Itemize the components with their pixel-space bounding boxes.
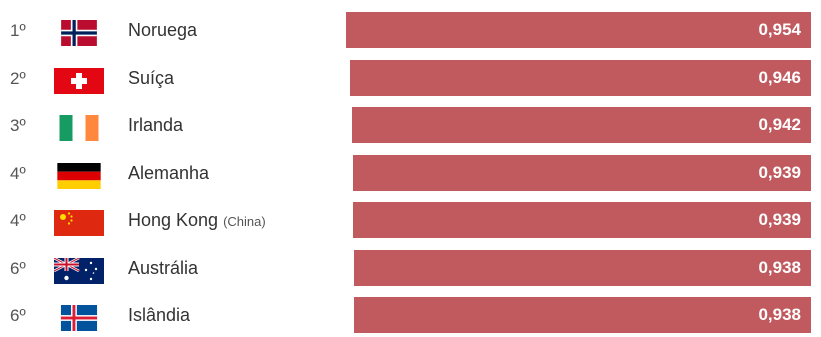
rank-label: 4º (10, 211, 26, 230)
ireland-flag-icon (54, 115, 104, 141)
ranking-row: 4º Hong Kong (China) 0,939 (0, 202, 821, 242)
rank-label: 6º (10, 258, 26, 278)
ranking-row: 1º Noruega 0,954 (0, 12, 821, 52)
ranking-row: 2º Suíça 0,946 (0, 59, 821, 100)
value-label: 0,939 (758, 210, 801, 229)
bar-track: 0,938 (346, 297, 811, 333)
value-label: 0,939 (758, 162, 801, 182)
ranking-bar-chart: 1º Noruega 0,954 2º Suíça 0,946 3º Irlanda 0,942… (0, 12, 821, 333)
country-name: Noruega (128, 20, 198, 40)
value-label: 0,954 (758, 20, 801, 39)
country-label: Noruega (128, 20, 197, 41)
value-bar: 0,946 (349, 59, 811, 96)
country-name: Austrália (128, 257, 199, 278)
country-label: Hong Kong (China) (128, 210, 266, 231)
value-label: 0,938 (758, 257, 801, 277)
country-label: Suíça (128, 68, 174, 89)
country-name: Irlanda (128, 115, 184, 135)
ranking-row: 6º Islândia 0,938 (0, 297, 821, 337)
norway-flag-icon (54, 20, 104, 46)
germany-flag-icon (54, 162, 104, 189)
hong-kong-flag-icon (54, 210, 104, 236)
bar-track: 0,946 (346, 59, 811, 96)
country-name: Alemanha (128, 162, 210, 183)
country-label: Austrália (128, 258, 198, 279)
country-label: Irlanda (128, 115, 183, 136)
bar-track: 0,942 (346, 107, 811, 143)
bar-track: 0,938 (346, 249, 811, 286)
switzerland-flag-icon (54, 67, 104, 94)
value-label: 0,938 (758, 305, 801, 324)
country-name: Hong Kong (128, 210, 219, 230)
australia-flag-icon (54, 257, 104, 284)
value-bar: 0,942 (351, 107, 811, 143)
value-label: 0,942 (758, 115, 801, 134)
rank-label: 4º (10, 163, 26, 183)
country-name: Suíça (128, 67, 175, 88)
value-bar: 0,954 (346, 12, 811, 48)
country-name: Islândia (128, 305, 191, 325)
rank-label: 6º (10, 306, 26, 325)
value-bar: 0,938 (353, 297, 811, 333)
value-label: 0,946 (758, 67, 801, 87)
value-bar: 0,939 (353, 154, 811, 191)
rank-label: 1º (10, 21, 26, 40)
value-bar: 0,938 (353, 249, 811, 286)
bar-track: 0,939 (346, 202, 811, 238)
ranking-row: 6º Austrália 0,938 (0, 249, 821, 290)
iceland-flag-icon (54, 305, 104, 331)
bar-track: 0,939 (346, 154, 811, 191)
country-label: Alemanha (128, 163, 209, 184)
bar-track: 0,954 (346, 12, 811, 48)
rank-label: 3º (10, 116, 26, 135)
country-label: Islândia (128, 305, 190, 326)
ranking-row: 4º Alemanha 0,939 (0, 154, 821, 195)
rank-label: 2º (10, 68, 26, 88)
country-note: (China) (223, 214, 266, 229)
ranking-row: 3º Irlanda 0,942 (0, 107, 821, 147)
value-bar: 0,939 (353, 202, 811, 238)
